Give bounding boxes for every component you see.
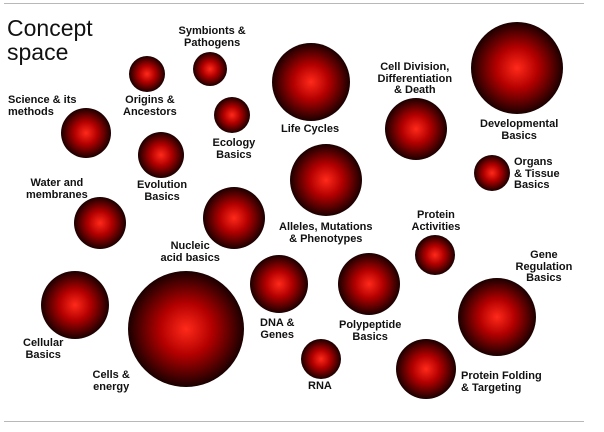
label-line: & Death (394, 84, 436, 96)
label-line: Polypeptide (339, 319, 402, 331)
label-line: Genes (260, 328, 295, 341)
label-line: Ancestors (123, 105, 177, 118)
title-line-2: space (7, 39, 69, 65)
sphere-protein-folding (396, 339, 456, 399)
sphere-cells-energy (128, 271, 244, 387)
sphere-rna (301, 339, 341, 379)
label-line: Differentiation (377, 72, 453, 85)
sphere-symbionts (193, 52, 227, 86)
label-line: Pathogens (184, 36, 241, 49)
label-line: Nucleic (170, 240, 210, 252)
sphere-dna-genes (250, 255, 308, 313)
label-polypeptide: Polypeptide Basics (339, 319, 402, 343)
label-developmental: Developmental Basics (480, 118, 559, 142)
label-line: Basics (526, 272, 562, 284)
sphere-water (74, 197, 126, 249)
label-line: Protein Folding (461, 370, 542, 382)
label-line: Activities (411, 220, 461, 233)
top-rule (4, 3, 584, 4)
label-line: Water and (30, 177, 84, 189)
label-line: & Tissue (514, 167, 560, 180)
label-line: Evolution (137, 179, 188, 191)
label-line: acid basics (160, 251, 220, 264)
label-line: Regulation (515, 260, 573, 273)
bottom-rule (4, 421, 584, 422)
title-line-1: Concept (7, 15, 93, 41)
label-line: Origins & (125, 94, 175, 106)
label-line: Cells & (92, 369, 130, 381)
sphere-polypeptide (338, 253, 400, 315)
label-cell-division: Cell Division, Differentiation & Death (377, 61, 453, 97)
label-origins: Origins & Ancestors (123, 94, 177, 118)
label-dna-genes: DNA & Genes (260, 317, 295, 341)
label-rna: RNA (308, 380, 332, 393)
label-line: Symbionts & (178, 25, 246, 37)
label-line: Cell Division, (380, 61, 450, 73)
sphere-developmental (471, 22, 563, 114)
label-cells-energy: Cells & energy (92, 369, 130, 393)
label-line: & Targeting (461, 381, 522, 394)
label-line: Developmental (480, 118, 559, 130)
sphere-ecology (214, 97, 250, 133)
label-line: Organs (514, 156, 553, 168)
label-gene-regulation: Gene Regulation Basics (515, 249, 573, 285)
label-line: Basics (144, 190, 180, 203)
label-organs: Organs & Tissue Basics (514, 156, 560, 192)
label-water: Water and membranes (26, 177, 88, 201)
label-line: Basics (25, 348, 61, 361)
label-symbionts: Symbionts & Pathogens (178, 25, 246, 49)
sphere-protein-activities (415, 235, 455, 275)
sphere-science (61, 108, 111, 158)
sphere-evolution (138, 132, 184, 178)
sphere-organs (474, 155, 510, 191)
sphere-alleles (290, 144, 362, 216)
label-line: Basics (501, 129, 537, 142)
label-line: Ecology (212, 137, 256, 149)
label-protein-folding: Protein Folding & Targeting (461, 370, 542, 394)
label-line: Gene (530, 249, 558, 261)
label-evolution: Evolution Basics (137, 179, 188, 203)
label-line: Protein (417, 209, 455, 221)
label-line: energy (93, 380, 130, 393)
label-line: Life Cycles (281, 123, 340, 135)
label-line: membranes (26, 188, 88, 201)
label-protein-activities: Protein Activities (411, 209, 461, 233)
label-line: Cellular (23, 337, 64, 349)
label-line: Basics (216, 148, 252, 161)
label-line: & Phenotypes (289, 232, 363, 245)
label-nucleic: Nucleic acid basics (160, 240, 220, 264)
sphere-nucleic (203, 187, 265, 249)
label-life-cycles: Life Cycles (281, 123, 340, 136)
sphere-life-cycles (272, 43, 350, 121)
label-alleles: Alleles, Mutations & Phenotypes (279, 221, 373, 245)
sphere-cellular (41, 271, 109, 339)
label-line: Alleles, Mutations (279, 221, 373, 233)
sphere-origins (129, 56, 165, 92)
label-line: DNA & (260, 317, 295, 329)
label-line: Basics (352, 330, 388, 343)
sphere-gene-regulation (458, 278, 536, 356)
label-line: methods (8, 105, 54, 118)
diagram-title: Concept space (7, 16, 93, 64)
label-line: RNA (308, 380, 332, 392)
label-line: Basics (514, 179, 550, 191)
sphere-cell-division (385, 98, 447, 160)
label-ecology: Ecology Basics (212, 137, 256, 161)
label-cellular: Cellular Basics (23, 337, 64, 361)
label-line: Science & its (8, 94, 77, 106)
label-science: Science & its methods (8, 94, 77, 118)
